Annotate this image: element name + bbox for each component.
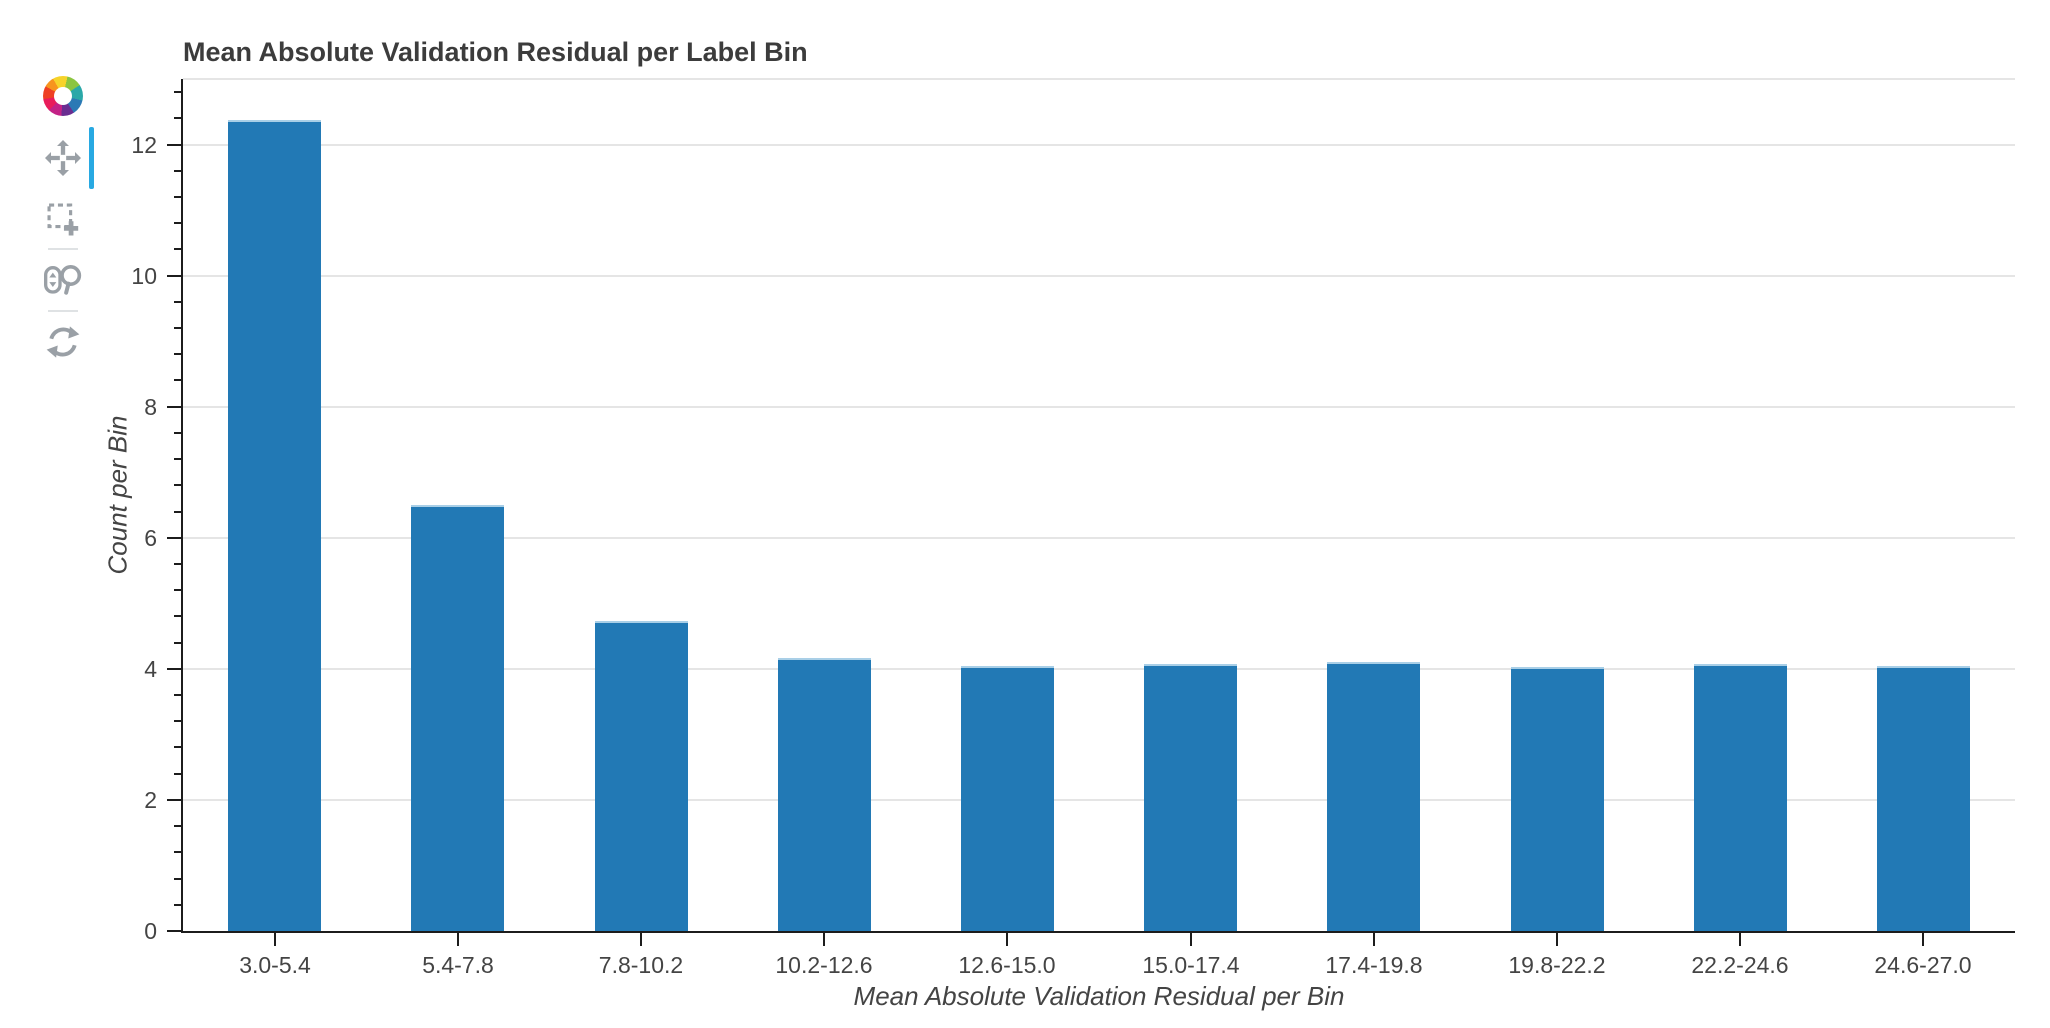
x-tick-label: 5.4-7.8 [422, 952, 494, 978]
y-minor-tick [174, 563, 181, 565]
y-tick-label: 0 [144, 918, 157, 944]
y-minor-tick [174, 248, 181, 250]
y-minor-tick [174, 170, 181, 172]
bar-5.4-7.8 [411, 505, 504, 931]
x-axis-line [181, 931, 2015, 933]
bar-22.2-24.6 [1694, 664, 1787, 931]
x-tick-label: 19.8-22.2 [1508, 952, 1606, 978]
y-minor-tick [174, 484, 181, 486]
y-gridline [183, 144, 2015, 146]
y-minor-tick [174, 746, 181, 748]
reset-tool-button[interactable] [41, 320, 85, 364]
y-axis-line [181, 79, 183, 931]
y-gridline [183, 668, 2015, 670]
x-major-tick [1922, 933, 1924, 946]
box-zoom-tool-button[interactable] [41, 197, 85, 241]
bar-10.2-12.6 [778, 658, 871, 931]
x-tick-label: 10.2-12.6 [775, 952, 873, 978]
y-minor-tick [174, 878, 181, 880]
y-tick-label: 2 [144, 787, 157, 813]
x-major-tick [274, 933, 276, 946]
y-tick-label: 6 [144, 525, 157, 551]
bokeh-logo[interactable] [43, 76, 83, 116]
bar-12.6-15.0 [961, 666, 1054, 931]
x-major-tick [823, 933, 825, 946]
bar-15.0-17.4 [1144, 664, 1237, 931]
y-minor-tick [174, 196, 181, 198]
y-minor-tick [174, 379, 181, 381]
y-tick-label: 4 [144, 656, 157, 682]
y-minor-tick [174, 825, 181, 827]
x-tick-label: 17.4-19.8 [1325, 952, 1423, 978]
y-tick-label: 8 [144, 394, 157, 420]
bar-17.4-19.8 [1327, 662, 1420, 931]
x-axis-label: Mean Absolute Validation Residual per Bi… [853, 981, 1345, 1011]
y-axis-label: Count per Bin [102, 415, 133, 575]
y-minor-tick [174, 91, 181, 93]
bar-24.6-27.0 [1877, 666, 1970, 931]
y-major-tick [167, 537, 181, 539]
y-minor-tick [174, 642, 181, 644]
reset-icon [46, 326, 80, 358]
pan-tool-button[interactable] [41, 136, 85, 180]
x-tick-label: 12.6-15.0 [958, 952, 1056, 978]
x-major-tick [1739, 933, 1741, 946]
y-major-tick [167, 406, 181, 408]
x-tick-label: 3.0-5.4 [239, 952, 311, 978]
y-gridline [183, 406, 2015, 408]
y-tick-label: 12 [131, 132, 157, 158]
x-major-tick [1190, 933, 1192, 946]
y-major-tick [167, 144, 181, 146]
x-major-tick [1006, 933, 1008, 946]
y-minor-tick [174, 222, 181, 224]
y-minor-tick [174, 720, 181, 722]
x-major-tick [1373, 933, 1375, 946]
y-minor-tick [174, 353, 181, 355]
y-minor-tick [174, 327, 181, 329]
y-minor-tick [174, 117, 181, 119]
active-tool-indicator [89, 127, 94, 189]
y-minor-tick [174, 458, 181, 460]
y-major-tick [167, 930, 181, 932]
bar-7.8-10.2 [595, 621, 688, 931]
x-tick-label: 7.8-10.2 [598, 952, 684, 978]
chart-title: Mean Absolute Validation Residual per La… [183, 37, 808, 67]
y-minor-tick [174, 301, 181, 303]
plot-outline-top [183, 78, 2015, 80]
y-minor-tick [174, 773, 181, 775]
y-major-tick [167, 275, 181, 277]
y-major-tick [167, 668, 181, 670]
y-minor-tick [174, 511, 181, 513]
y-gridline [183, 275, 2015, 277]
toolbar-separator [48, 248, 78, 250]
x-major-tick [640, 933, 642, 946]
bar-19.8-22.2 [1511, 667, 1604, 931]
y-gridline [183, 537, 2015, 539]
y-minor-tick [174, 851, 181, 853]
x-tick-label: 24.6-27.0 [1874, 952, 1972, 978]
y-gridline [183, 799, 2015, 801]
y-major-tick [167, 799, 181, 801]
y-minor-tick [174, 694, 181, 696]
pan-icon [45, 140, 81, 176]
x-major-tick [1556, 933, 1558, 946]
bar-3.0-5.4 [228, 120, 321, 931]
y-tick-label: 10 [131, 263, 157, 289]
y-minor-tick [174, 615, 181, 617]
x-tick-label: 15.0-17.4 [1142, 952, 1240, 978]
wheel-zoom-tool-button[interactable] [41, 258, 85, 302]
y-minor-tick [174, 432, 181, 434]
x-major-tick [457, 933, 459, 946]
y-minor-tick [174, 904, 181, 906]
wheel-zoom-icon [44, 265, 82, 295]
box-zoom-icon [47, 203, 79, 236]
toolbar-separator [48, 310, 78, 312]
y-minor-tick [174, 589, 181, 591]
x-tick-label: 22.2-24.6 [1691, 952, 1789, 978]
